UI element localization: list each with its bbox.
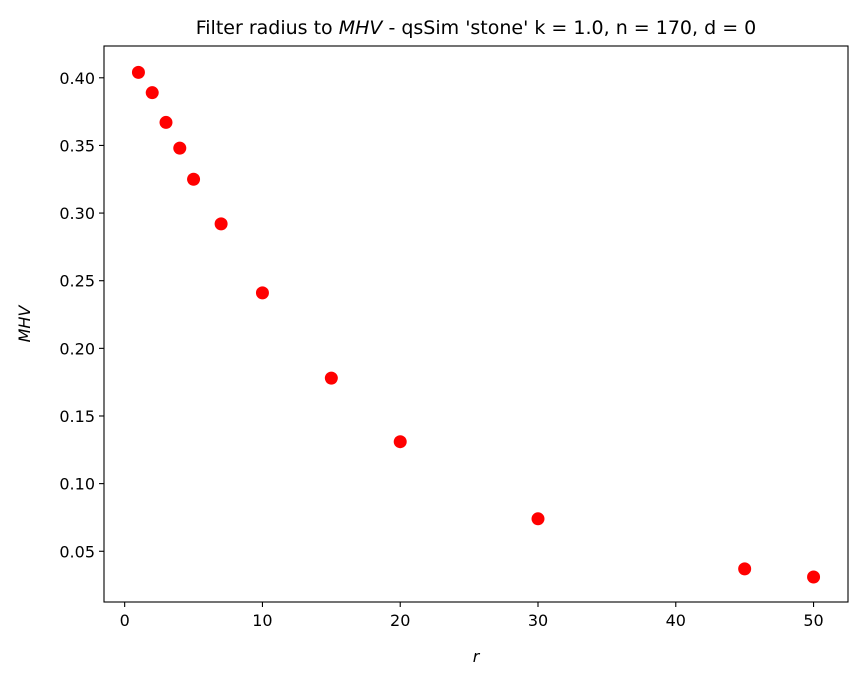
x-tick-label: 20 xyxy=(390,611,410,630)
data-point xyxy=(214,217,228,231)
data-point xyxy=(255,286,269,300)
data-point xyxy=(393,435,407,449)
y-tick-label: 0.10 xyxy=(59,475,95,494)
data-point xyxy=(173,141,187,155)
title-param-k: k = 1.0 xyxy=(534,17,603,39)
data-point xyxy=(738,562,752,576)
data-points xyxy=(131,65,821,584)
x-tick-label: 50 xyxy=(803,611,823,630)
data-point xyxy=(531,512,545,526)
y-tick-label: 0.40 xyxy=(59,69,95,88)
title-var: MHV xyxy=(339,17,385,39)
title-param-n: n = 170 xyxy=(616,17,692,39)
y-tick-label: 0.20 xyxy=(59,339,95,358)
y-axis-ticks: 0.05 0.10 0.15 0.20 0.25 0.30 0.35 0.40 xyxy=(59,69,104,561)
y-tick-label: 0.15 xyxy=(59,407,95,426)
y-tick-label: 0.35 xyxy=(59,136,95,155)
x-axis-ticks: 0 10 20 30 40 50 xyxy=(120,602,824,630)
data-point xyxy=(145,86,159,100)
data-point xyxy=(159,115,173,129)
data-point xyxy=(324,371,338,385)
title-middle: - qsSim 'stone' xyxy=(382,17,534,39)
data-point xyxy=(807,570,821,584)
chart-title: Filter radius to MHV - qsSim 'stone' k =… xyxy=(196,17,757,39)
x-tick-label: 0 xyxy=(120,611,130,630)
data-point xyxy=(131,65,145,79)
data-point xyxy=(187,172,201,186)
title-param-d: d = 0 xyxy=(704,17,756,39)
title-prefix: Filter radius to xyxy=(196,17,339,39)
y-tick-label: 0.30 xyxy=(59,204,95,223)
y-axis-label: MHV xyxy=(15,305,34,343)
x-tick-label: 40 xyxy=(666,611,686,630)
y-tick-label: 0.25 xyxy=(59,272,95,291)
plot-frame xyxy=(103,45,849,603)
y-tick-label: 0.05 xyxy=(59,542,95,561)
x-tick-label: 10 xyxy=(252,611,272,630)
x-axis-label: r xyxy=(473,647,481,666)
x-tick-label: 30 xyxy=(528,611,548,630)
